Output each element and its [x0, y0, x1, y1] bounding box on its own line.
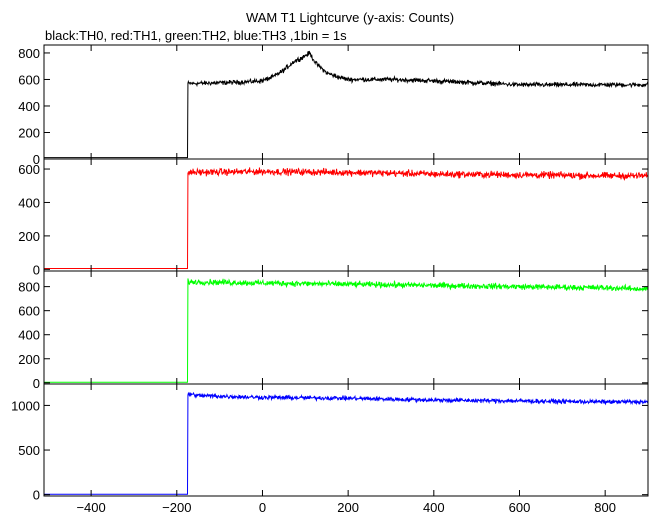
x-axis: −400 −200 0 200 400 600 800 [76, 500, 616, 515]
x-tick-label: 800 [594, 500, 616, 515]
y-tick-label: 600 [18, 72, 40, 87]
y-tick-label: 400 [18, 328, 40, 343]
series-line-th1 [44, 167, 649, 269]
chart-subtitle: black:TH0, red:TH1, green:TH2, blue:TH3 … [45, 28, 347, 43]
series-line-th2 [44, 278, 649, 383]
panel-th1: 0 200 400 600 [18, 158, 649, 277]
x-tick-label: 600 [509, 500, 531, 515]
series-line-th0 [44, 50, 649, 159]
panels-layer: 0200400600800020040060002004006008000500… [11, 44, 649, 503]
x-tick-label: 400 [423, 500, 445, 515]
y-tick-label: 800 [18, 46, 40, 61]
panel-frame [43, 44, 649, 160]
x-tick-label: 200 [337, 500, 359, 515]
y-tick-label: 200 [18, 352, 40, 367]
y-tick-label: 0 [33, 488, 40, 503]
y-tick-label: 500 [18, 443, 40, 458]
y-tick-label: 400 [18, 195, 40, 210]
panel-th0: 0 200 400 600 800 [18, 44, 649, 167]
series-line-th3 [44, 391, 649, 495]
y-tick-label: 0 [33, 376, 40, 391]
y-tick-label: 600 [18, 304, 40, 319]
x-tick-label: 0 [259, 500, 266, 515]
panel-frame [43, 158, 649, 272]
y-tick-label: 0 [33, 152, 40, 167]
y-tick-label: 200 [18, 125, 40, 140]
y-tick-label: 0 [33, 262, 40, 277]
y-tick-label: 400 [18, 99, 40, 114]
panel-frame [43, 383, 649, 497]
y-tick-label: 200 [18, 229, 40, 244]
y-tick-label: 800 [18, 280, 40, 295]
x-tick-label: −200 [162, 500, 191, 515]
panel-th3: 0 500 1000 [11, 383, 649, 503]
x-tick-label: −400 [76, 500, 105, 515]
y-tick-label: 600 [18, 162, 40, 177]
y-tick-label: 1000 [11, 398, 40, 413]
panel-th2: 0 200 400 600 800 [18, 270, 649, 391]
chart-title: WAM T1 Lightcurve (y-axis: Counts) [246, 10, 454, 25]
